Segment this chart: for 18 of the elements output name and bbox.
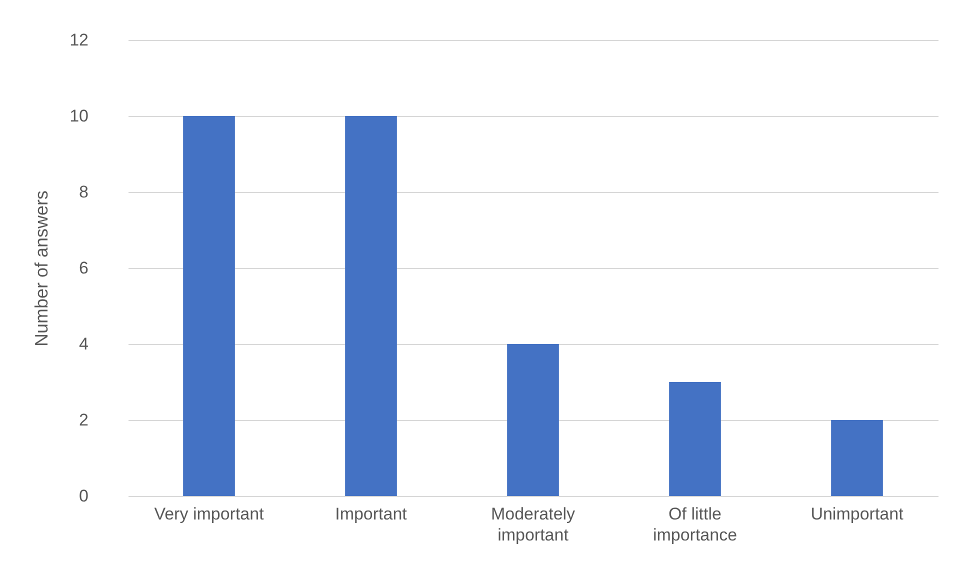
y-tick-label: 0: [79, 486, 88, 506]
y-tick-label: 6: [79, 258, 88, 278]
y-axis-title: Number of answers: [32, 190, 52, 347]
bar: [507, 344, 559, 496]
y-tick-label: 12: [70, 30, 88, 50]
x-tick-label: Important: [335, 504, 408, 524]
bar: [831, 420, 883, 496]
bar: [669, 382, 721, 496]
x-tick-label: Of little importance: [652, 504, 738, 544]
x-tick-label: Very important: [154, 504, 264, 524]
y-tick-label: 10: [70, 106, 88, 126]
x-tick-label: Unimportant: [810, 504, 904, 524]
y-tick-label: 4: [79, 334, 88, 354]
x-tick-label: Moderately important: [490, 504, 576, 544]
bar: [345, 116, 397, 496]
y-tick-label: 8: [79, 182, 88, 202]
y-tick-label: 2: [79, 410, 88, 430]
bar: [183, 116, 235, 496]
